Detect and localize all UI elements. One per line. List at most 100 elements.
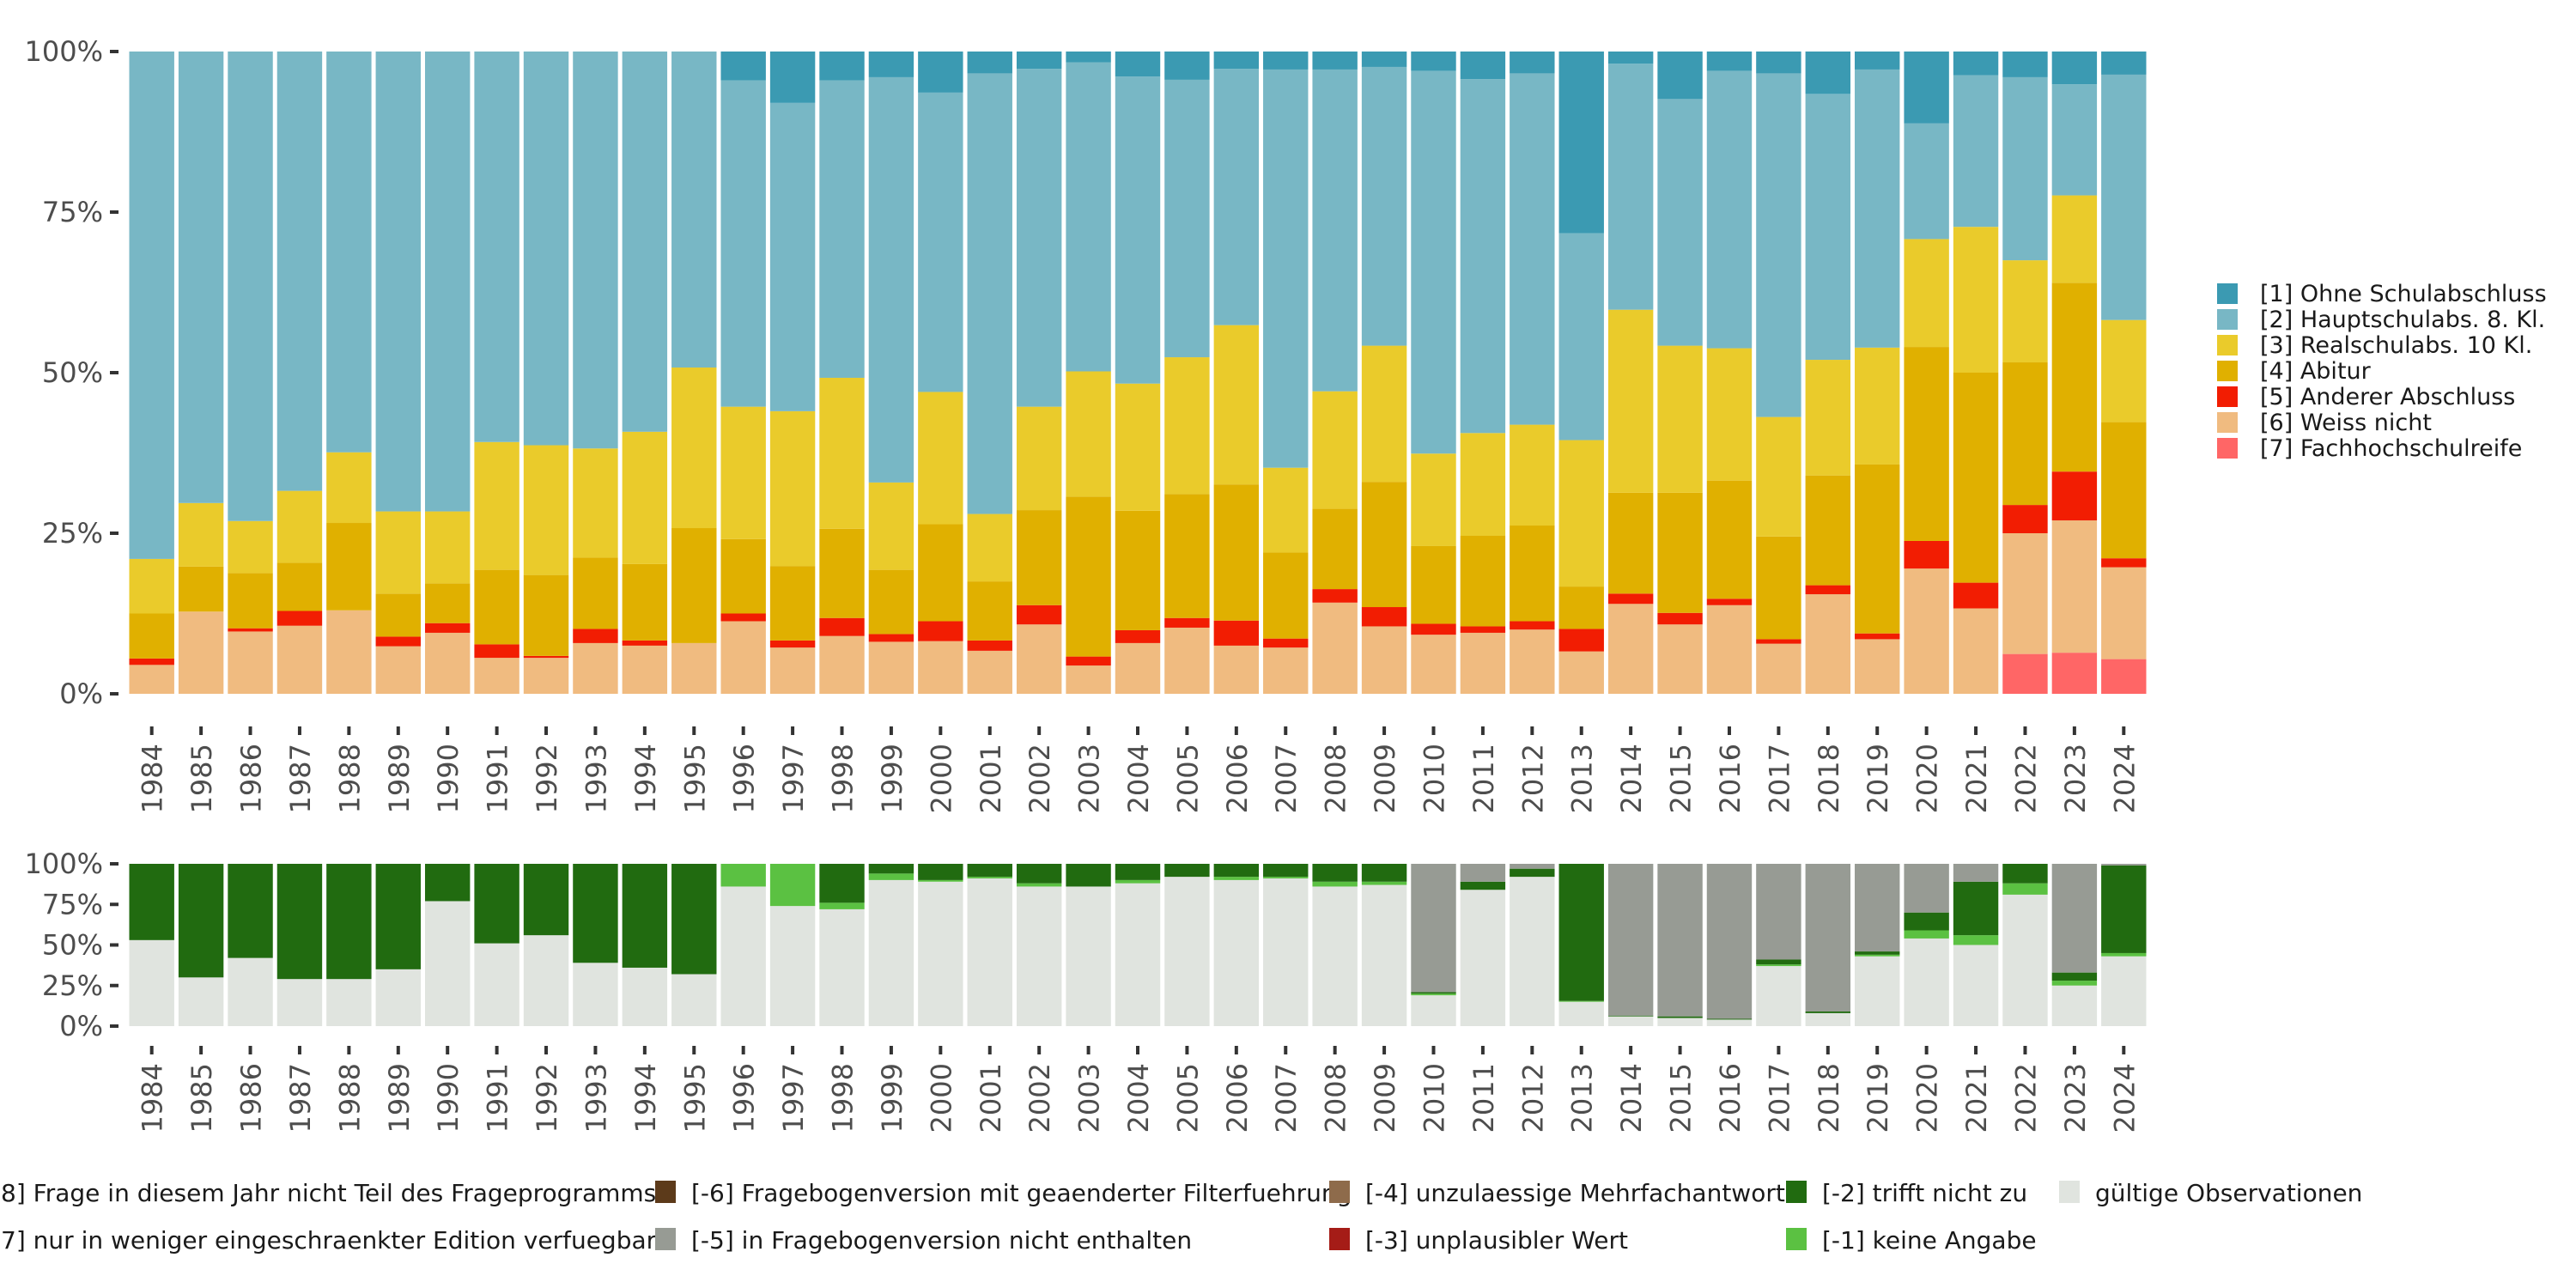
bar-segment-2011-s3 [1460, 535, 1506, 627]
bar-segment-2020-s4 [1904, 239, 1949, 348]
bar-segment-1996-s1 [720, 864, 766, 887]
bar-segment-2002-s6 [1016, 52, 1062, 70]
bar-segment-2014-s2 [1607, 1015, 1654, 1017]
legend-label: [2] Hauptschulabs. 8. Kl. [2260, 307, 2545, 333]
bar-segment-2011-s2 [1460, 881, 1506, 890]
bar-segment-1998-s1 [819, 902, 865, 909]
bar-segment-1984-s2 [129, 864, 174, 940]
x-tick-label: 1986 [235, 744, 268, 813]
x-tick-label: 2013 [1566, 744, 1599, 813]
bar-segment-1994-s3 [622, 563, 668, 641]
bar-segment-2006-s5 [1213, 69, 1260, 325]
bar-segment-2007-s4 [1263, 467, 1309, 553]
x-tick-label: 2001 [975, 1063, 1007, 1133]
x-tick-label: 2022 [2009, 744, 2042, 813]
bar-segment-2016-s1 [1706, 605, 1753, 694]
x-tick-label: 1987 [284, 1063, 317, 1133]
y-tick-label: 50% [42, 929, 103, 962]
bar-segment-2011-s2 [1460, 626, 1506, 633]
bar-segment-2001-s0 [967, 878, 1012, 1026]
bar-segment-2000-s2 [918, 864, 963, 880]
legend-bottom-label: [-5] in Fragebogenversion nicht enthalte… [691, 1226, 1192, 1255]
bar-segment-1994-s2 [622, 864, 668, 968]
bar-segment-1997-s3 [769, 566, 816, 641]
x-tick-label: 1992 [531, 744, 563, 813]
bar-segment-1992-s0 [523, 935, 569, 1026]
bar-segment-2005-s1 [1164, 627, 1210, 694]
bar-segment-2020-s1 [1904, 568, 1949, 694]
bar-segment-2024-s5 [2101, 74, 2147, 320]
bar-segment-1994-s4 [622, 431, 668, 564]
bar-segment-2017-s1 [1756, 964, 1801, 967]
x-tick-label: 1996 [728, 744, 761, 813]
bar-segment-2024-s6 [2101, 52, 2147, 75]
bar-segment-2019-s3 [1855, 464, 1900, 634]
bar-segment-2019-s2 [1855, 951, 1900, 955]
bar-segment-2009-s4 [1361, 345, 1407, 483]
bar-segment-2008-s0 [1312, 886, 1358, 1026]
bar-segment-1987-s2 [276, 864, 323, 980]
y-tick-label: 50% [42, 356, 103, 389]
x-tick-label: 2001 [975, 744, 1007, 813]
legend-label: [5] Anderer Abschluss [2260, 384, 2515, 410]
bar-segment-2004-s4 [1115, 383, 1161, 511]
bar-segment-2020-s2 [1904, 540, 1949, 569]
bar-segment-2014-s0 [1607, 1016, 1654, 1026]
bar-segment-2007-s2 [1263, 864, 1309, 878]
bar-segment-2012-s5 [1510, 864, 1555, 869]
bar-segment-2015-s5 [1657, 99, 1703, 346]
bar-segment-2011-s1 [1460, 632, 1506, 694]
x-tick-label: 2005 [1171, 744, 1204, 813]
bar-segment-2017-s5 [1756, 73, 1801, 417]
bar-segment-2000-s1 [918, 641, 963, 694]
bar-segment-1984-s3 [129, 613, 174, 659]
bar-segment-2008-s1 [1312, 602, 1358, 694]
x-tick-label: 2009 [1369, 1063, 1401, 1133]
bar-segment-1986-s3 [228, 573, 273, 629]
bar-segment-2000-s3 [918, 524, 963, 622]
bar-segment-2023-s4 [2051, 195, 2098, 283]
x-tick-label: 1988 [333, 744, 366, 813]
bar-segment-1984-s4 [129, 558, 174, 614]
bar-segment-1985-s5 [178, 52, 224, 503]
bar-segment-2024-s0 [2101, 659, 2147, 694]
bar-segment-2019-s2 [1855, 633, 1900, 640]
x-tick-label: 2004 [1122, 1063, 1155, 1133]
bar-segment-2006-s3 [1213, 484, 1260, 621]
bar-segment-2022-s6 [2002, 52, 2048, 77]
bar-segment-2013-s3 [1558, 586, 1604, 629]
bar-segment-2013-s5 [1558, 233, 1604, 440]
legend-bottom-label: gültige Observationen [2095, 1179, 2362, 1207]
bar-segment-2014-s5 [1607, 64, 1654, 310]
bar-segment-1988-s2 [326, 864, 372, 980]
legend-swatch [2217, 335, 2238, 355]
bar-segment-2017-s2 [1756, 639, 1801, 644]
bar-segment-2011-s6 [1460, 52, 1506, 80]
bar-segment-1997-s4 [769, 410, 816, 567]
bar-segment-2001-s1 [967, 877, 1012, 879]
bar-segment-1987-s1 [276, 625, 323, 694]
bar-segment-2018-s5 [1805, 864, 1851, 1012]
x-tick-label: 2019 [1862, 744, 1894, 813]
bar-segment-2000-s6 [918, 52, 963, 93]
bar-segment-2003-s0 [1066, 886, 1111, 1026]
bar-segment-2014-s5 [1607, 864, 1654, 1016]
bar-segment-2021-s5 [1953, 864, 1999, 882]
bar-segment-1994-s0 [622, 967, 668, 1026]
bar-segment-2004-s0 [1115, 883, 1161, 1026]
bar-segment-2010-s0 [1411, 995, 1456, 1026]
bar-segment-2008-s1 [1312, 881, 1358, 887]
x-tick-label: 1997 [777, 744, 810, 813]
bar-segment-2009-s1 [1361, 626, 1407, 694]
bar-segment-1988-s5 [326, 52, 372, 453]
bar-segment-1991-s2 [474, 644, 519, 659]
bar-segment-1990-s2 [424, 623, 471, 633]
bar-segment-2005-s0 [1164, 877, 1210, 1026]
bar-segment-1997-s0 [769, 906, 816, 1026]
legend-bottom: [-8] Frage in diesem Jahr nicht Teil des… [0, 1179, 2362, 1255]
bar-segment-2010-s2 [1411, 623, 1456, 635]
x-tick-label: 2011 [1467, 1063, 1500, 1133]
bar-segment-2013-s0 [1558, 1001, 1604, 1026]
x-tick-label: 2018 [1813, 744, 1845, 813]
